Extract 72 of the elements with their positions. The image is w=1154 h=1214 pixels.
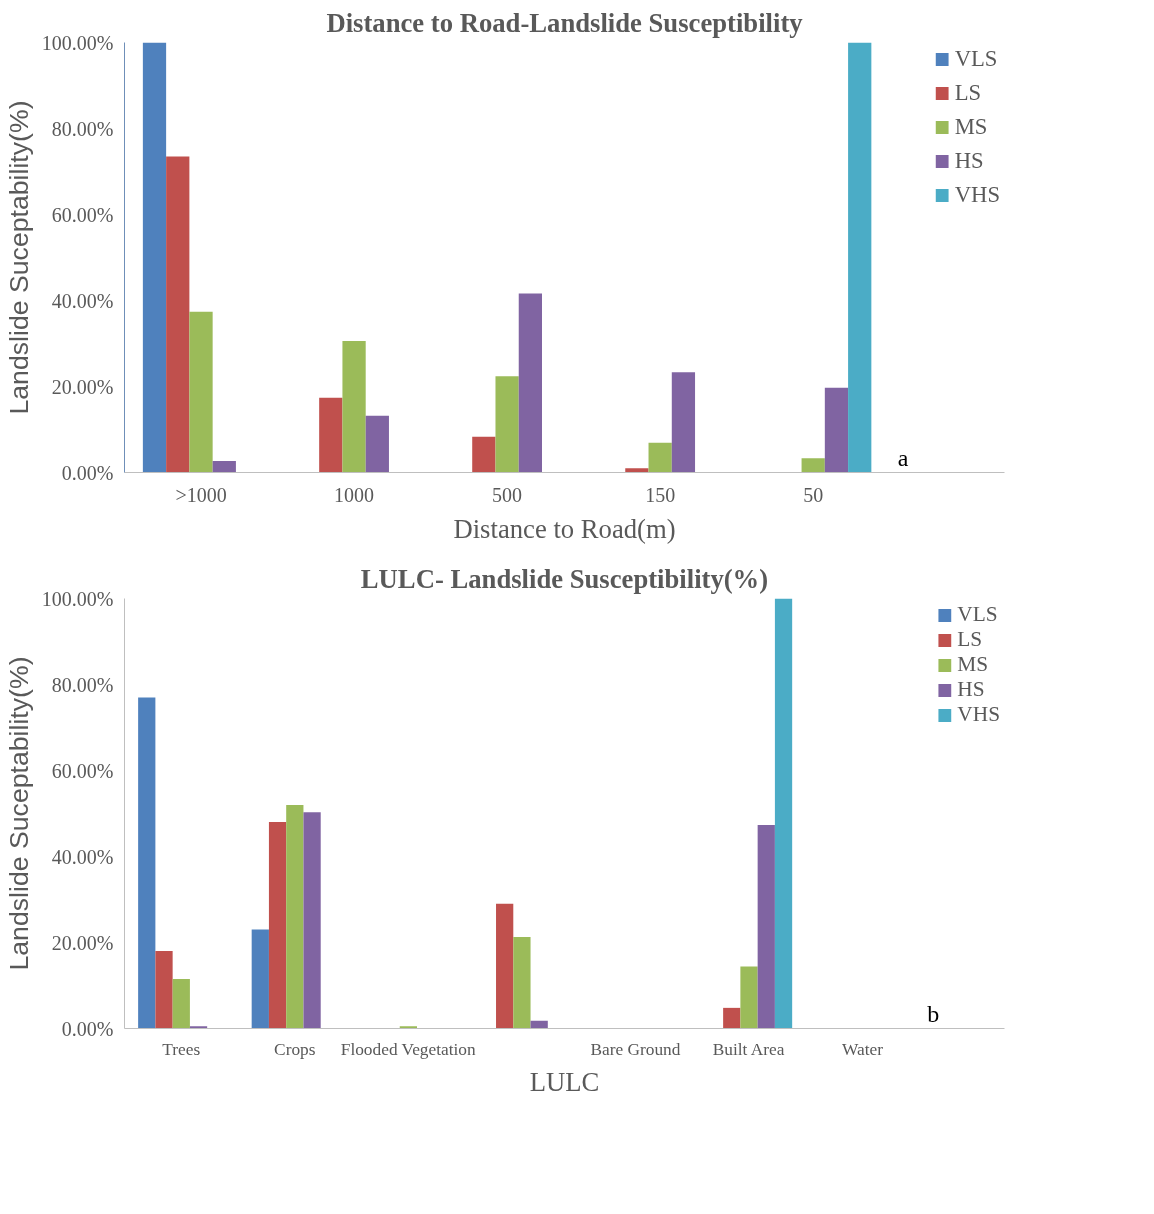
x-tick-label: 500 [492, 483, 523, 506]
y-tick-label: 0.00% [61, 461, 114, 484]
x-tick-label: Bare Ground [590, 1039, 681, 1059]
bar [155, 951, 173, 1029]
y-tick-label: 60.00% [51, 759, 114, 782]
x-tick-label: 50 [803, 483, 824, 506]
bar [757, 825, 775, 1029]
legend-label: HS [954, 148, 984, 174]
x-axis-title: Distance to Road(m) [453, 513, 676, 544]
legend-label: HS [957, 677, 985, 702]
y-tick-label: 60.00% [51, 203, 114, 226]
legend-label: VLS [957, 602, 998, 627]
annotation: a [897, 444, 909, 471]
x-axis-title: LULC [529, 1066, 600, 1097]
bar [342, 340, 366, 473]
bar [189, 1026, 208, 1029]
legend-label: MS [954, 114, 988, 140]
x-tick-label: Water [842, 1039, 884, 1059]
bar [648, 442, 672, 473]
y-tick-label: 40.00% [51, 845, 114, 868]
bar [801, 458, 825, 473]
bar [268, 822, 287, 1029]
bar [774, 598, 793, 1029]
bar [472, 436, 496, 473]
bar [212, 460, 236, 473]
y-axis-title: Landslide Suceptability(%) [3, 100, 34, 415]
x-tick-label: >1000 [175, 483, 227, 506]
y-tick-label: 40.00% [51, 289, 114, 312]
y-tick-label: 80.00% [51, 117, 114, 140]
chart-title: LULC- Landslide Susceptibility(%) [360, 563, 769, 594]
bar [303, 812, 321, 1029]
y-tick-label: 0.00% [61, 1017, 114, 1040]
bar [172, 979, 190, 1029]
legend-label: LS [957, 627, 983, 652]
bar [251, 929, 269, 1029]
x-tick-label: Built Area [712, 1039, 785, 1059]
bar [319, 397, 343, 473]
bar [518, 293, 542, 473]
bar [513, 936, 531, 1029]
bar [399, 1026, 417, 1029]
chart-title: Distance to Road-Landslide Susceptibility [326, 7, 804, 38]
bar [365, 415, 389, 473]
legend-label: VHS [957, 702, 1000, 727]
bar [740, 966, 758, 1029]
legend-label: VHS [954, 182, 1000, 208]
y-tick-label: 20.00% [51, 931, 114, 954]
y-tick-label: 100.00% [41, 587, 114, 610]
x-tick-label: Crops [274, 1039, 316, 1059]
legend-label: VLS [954, 46, 998, 72]
y-tick-label: 100.00% [41, 31, 114, 54]
bar [142, 42, 167, 473]
bar [625, 468, 649, 473]
y-tick-label: 80.00% [51, 673, 114, 696]
x-tick-label: 150 [645, 483, 676, 506]
bar [671, 372, 696, 473]
bar [848, 42, 872, 473]
bar [723, 1007, 741, 1029]
legend-label: LS [954, 80, 982, 106]
bar [138, 697, 156, 1029]
legend-label: MS [957, 652, 989, 677]
y-tick-label: 20.00% [51, 375, 114, 398]
bar [286, 804, 304, 1029]
bar [166, 156, 190, 473]
x-tick-label: 1000 [334, 483, 375, 506]
bar [824, 387, 849, 473]
y-axis-title: Landslide Suceptability(%) [3, 656, 34, 971]
bar [189, 311, 213, 473]
bar [496, 903, 514, 1029]
x-tick-label: Trees [162, 1039, 201, 1059]
annotation: b [927, 1000, 940, 1027]
bar [495, 376, 519, 473]
x-tick-label: Flooded Vegetation [340, 1039, 477, 1059]
